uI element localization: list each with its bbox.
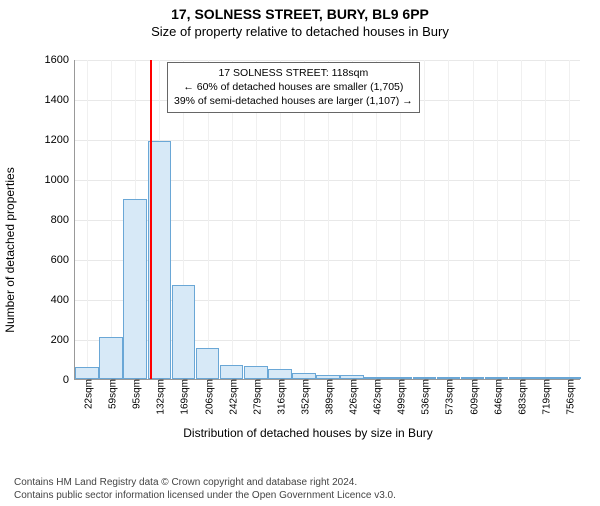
chart-subtitle: Size of property relative to detached ho… [0, 24, 600, 39]
x-tick: 426sqm [345, 379, 360, 415]
y-tick: 200 [51, 334, 75, 346]
x-tick: 316sqm [272, 379, 287, 415]
y-tick: 1200 [45, 134, 75, 146]
x-tick: 499sqm [393, 379, 408, 415]
y-tick: 800 [51, 214, 75, 226]
x-tick: 609sqm [465, 379, 480, 415]
bar [268, 369, 292, 379]
bar [123, 199, 147, 379]
bar [172, 285, 196, 379]
x-tick: 206sqm [200, 379, 215, 415]
y-tick: 400 [51, 294, 75, 306]
x-tick: 646sqm [489, 379, 504, 415]
x-tick: 462sqm [369, 379, 384, 415]
chart-title: 17, SOLNESS STREET, BURY, BL9 6PP [0, 6, 600, 22]
legend-box: 17 SOLNESS STREET: 118sqm ← 60% of detac… [167, 62, 420, 113]
x-tick: 242sqm [224, 379, 239, 415]
chart-container: Number of detached properties 0200400600… [28, 54, 588, 446]
y-tick: 0 [63, 374, 75, 386]
footer: Contains HM Land Registry data © Crown c… [14, 477, 396, 502]
x-tick: 719sqm [537, 379, 552, 415]
gridline-v [448, 60, 449, 379]
y-tick: 1400 [45, 94, 75, 106]
gridline-v [497, 60, 498, 379]
x-tick: 389sqm [321, 379, 336, 415]
y-tick: 600 [51, 254, 75, 266]
bar [220, 365, 244, 379]
x-tick: 536sqm [417, 379, 432, 415]
y-axis-label: Number of detached properties [3, 167, 17, 332]
footer-line-1: Contains HM Land Registry data © Crown c… [14, 477, 396, 490]
y-tick: 1600 [45, 54, 75, 66]
y-tick: 1000 [45, 174, 75, 186]
gridline-v [521, 60, 522, 379]
legend-line-3: 39% of semi-detached houses are larger (… [174, 94, 413, 108]
reference-line [150, 60, 152, 379]
x-tick: 352sqm [296, 379, 311, 415]
x-tick: 573sqm [441, 379, 456, 415]
x-tick: 683sqm [513, 379, 528, 415]
gridline-v [473, 60, 474, 379]
x-axis-label: Distribution of detached houses by size … [183, 426, 432, 440]
x-tick: 59sqm [104, 379, 119, 409]
x-tick: 22sqm [80, 379, 95, 409]
legend-line-1: 17 SOLNESS STREET: 118sqm [174, 66, 413, 80]
gridline-v [569, 60, 570, 379]
gridline-v [87, 60, 88, 379]
bar [75, 367, 99, 379]
x-tick: 279sqm [248, 379, 263, 415]
plot-area: 0200400600800100012001400160022sqm59sqm9… [74, 60, 580, 380]
gridline-v [111, 60, 112, 379]
gridline-v [545, 60, 546, 379]
x-tick: 95sqm [128, 379, 143, 409]
gridline-v [424, 60, 425, 379]
x-tick: 756sqm [561, 379, 576, 415]
legend-line-2: ← 60% of detached houses are smaller (1,… [174, 80, 413, 94]
footer-line-2: Contains public sector information licen… [14, 490, 396, 503]
bar [196, 348, 220, 379]
x-tick: 132sqm [152, 379, 167, 415]
bar [99, 337, 123, 379]
x-tick: 169sqm [176, 379, 191, 415]
bar [244, 366, 268, 379]
